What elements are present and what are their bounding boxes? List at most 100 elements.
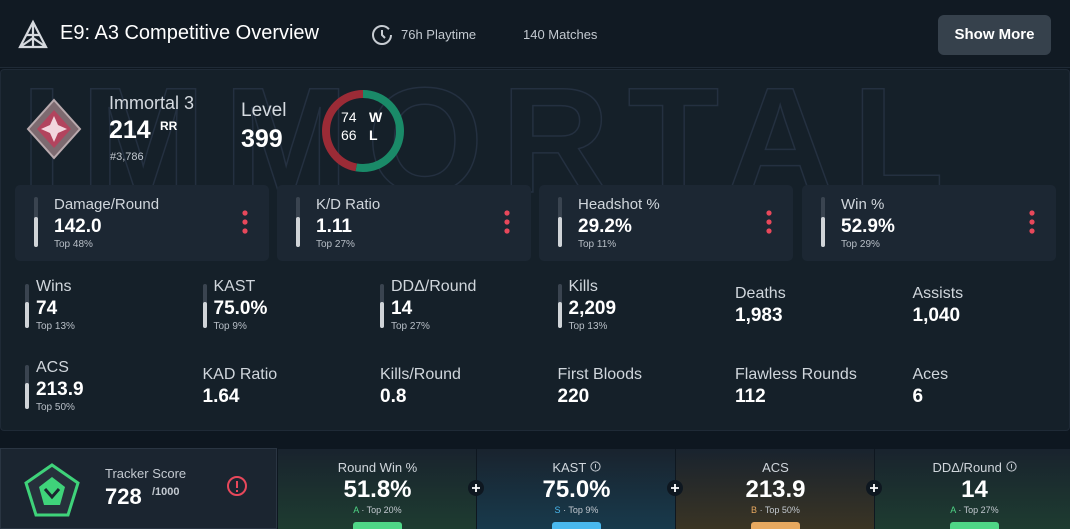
stat-value: 142.0 — [54, 216, 102, 237]
grade-bar — [552, 522, 601, 529]
title: E9: A3 Competitive Overview — [60, 22, 319, 44]
stat-label: Assists — [912, 285, 964, 302]
watermark-text: IMMORTAL — [21, 70, 962, 200]
watermark: IMMORTAL — [20, 70, 962, 200]
stat-label: Damage/Round — [54, 196, 160, 213]
menu-button[interactable] — [765, 209, 773, 242]
score-value: 14 — [961, 476, 988, 503]
percentile-bar — [380, 284, 384, 328]
stat-label: Kills — [568, 278, 598, 295]
stat-label: First Bloods — [557, 366, 642, 383]
score-label-text: DDΔ/Round — [932, 460, 1002, 475]
score-label: KAST — [477, 460, 676, 475]
level-value: 399 — [241, 125, 283, 153]
score-card: KAST 75.0% S · Top 9% — [476, 449, 675, 529]
header: E9: A3 Competitive Overview 76h Playtime… — [0, 0, 1070, 68]
stat-value: 14 — [391, 298, 413, 319]
percentile-bar — [25, 284, 29, 328]
tracker-value: 728 — [105, 484, 142, 509]
stat-value: 213.9 — [36, 379, 84, 400]
level-label: Level — [241, 100, 287, 121]
stat-label: KAD Ratio — [202, 366, 278, 383]
stat-card: Headshot % 29.2% Top 11% — [539, 185, 793, 261]
stat-rank: Top 13% — [36, 321, 75, 332]
rr-unit: RR — [160, 119, 178, 133]
stat-value: 6 — [912, 386, 924, 407]
stat-rank: Top 50% — [36, 402, 75, 413]
info-icon[interactable] — [226, 475, 248, 497]
menu-button[interactable] — [503, 209, 511, 242]
plus-button[interactable] — [468, 480, 484, 496]
menu-button[interactable] — [1028, 209, 1036, 242]
stat-label: Win % — [841, 196, 885, 213]
grade-bar — [950, 522, 999, 529]
stat-label: Flawless Rounds — [735, 366, 857, 383]
rank-icon — [26, 98, 82, 160]
stat-rank: Top 27% — [316, 239, 355, 250]
score-grade: B — [751, 505, 758, 515]
stat-label: ACS — [36, 359, 69, 376]
score-grade-line: B · Top 50% — [676, 505, 875, 515]
stat-value: 29.2% — [578, 216, 632, 237]
stat-label: Headshot % — [578, 196, 660, 213]
score-label: Round Win % — [278, 460, 477, 475]
percentile-bar — [557, 284, 562, 328]
clock-icon — [372, 25, 392, 45]
score-label-text: ACS — [762, 460, 789, 475]
wins: 74 — [341, 109, 357, 125]
win-loss-ring — [322, 90, 404, 172]
matches: 140 Matches — [523, 27, 598, 42]
percentile-bar — [296, 197, 300, 247]
stat-value: 2,209 — [568, 298, 617, 319]
playtime: 76h Playtime — [401, 27, 477, 42]
stat-label: Kills/Round — [380, 366, 461, 383]
score-grade-line: A · Top 27% — [875, 505, 1070, 515]
stat-value: 1,983 — [735, 305, 783, 326]
score-rank: · Top 50% — [759, 505, 800, 515]
stat-card: K/D Ratio 1.11 Top 27% — [277, 185, 531, 261]
ring-arc — [322, 90, 404, 172]
stat-rank: Top 13% — [568, 321, 608, 332]
losses-label: L — [369, 127, 378, 143]
stat-value: 220 — [557, 386, 590, 407]
score-grade: S — [554, 505, 561, 515]
plus-button[interactable] — [667, 480, 683, 496]
plus-button[interactable] — [866, 480, 882, 496]
stat-rank: Top 27% — [391, 321, 430, 332]
score-card: Round Win % 51.8% A · Top 20% — [277, 449, 476, 529]
game-logo — [18, 19, 48, 49]
info-icon[interactable] — [590, 461, 601, 472]
stat-value: 1.64 — [202, 386, 240, 407]
stat-label: DDΔ/Round — [391, 278, 477, 295]
stat-label: Deaths — [735, 285, 786, 302]
menu-button[interactable] — [241, 209, 249, 242]
score-grade: A — [950, 505, 956, 515]
percentile-bar — [558, 197, 562, 247]
stat-rank: Top 29% — [841, 239, 880, 250]
stat-rank: Top 9% — [213, 321, 247, 332]
stat-rank: Top 48% — [54, 239, 93, 250]
stat-label: K/D Ratio — [316, 196, 381, 213]
tracker-max: /1000 — [152, 486, 180, 498]
grade-bar — [751, 522, 800, 529]
score-grade-line: A · Top 20% — [278, 505, 477, 515]
leaderboard: #3,786 — [110, 151, 144, 163]
percentile-bar — [34, 197, 38, 247]
tracker-panel: Tracker Score 728 /1000 — [0, 448, 277, 529]
stat-value: 52.9% — [841, 216, 895, 237]
stat-value: 1,040 — [912, 305, 961, 326]
show-more-button[interactable]: Show More — [938, 15, 1051, 55]
stat-value: 74 — [36, 298, 58, 319]
score-rank: · Top 9% — [563, 505, 599, 515]
score-label-text: KAST — [552, 460, 587, 475]
stat-value: 112 — [735, 386, 766, 407]
score-value: 51.8% — [343, 476, 412, 503]
score-label-text: Round Win % — [337, 460, 418, 475]
overview-panel: IMMORTAL Immortal 3 214 RR #3,786 Level … — [0, 69, 1070, 431]
score-label: DDΔ/Round — [875, 460, 1070, 475]
score-rank: · Top 27% — [958, 505, 999, 515]
info-icon[interactable] — [1005, 461, 1017, 472]
wins-label: W — [369, 109, 383, 125]
rank-name: Immortal 3 — [109, 93, 195, 113]
